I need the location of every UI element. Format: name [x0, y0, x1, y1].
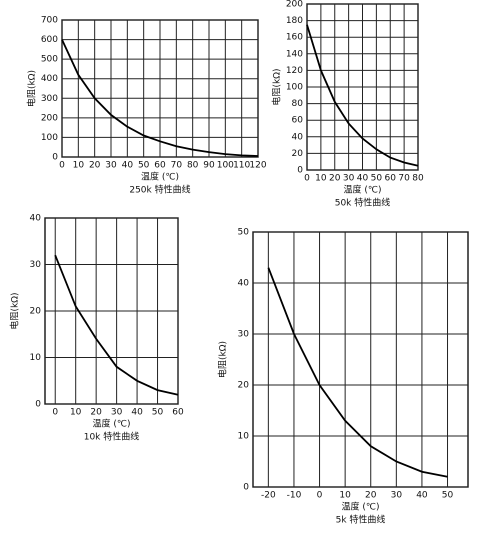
x-tick-label: 30 [105, 161, 117, 171]
chart-title: 10k 特性曲线 [84, 431, 140, 443]
y-tick-label: 60 [292, 116, 304, 126]
y-tick-label: 30 [238, 330, 250, 340]
x-tick-label: 50 [152, 408, 164, 418]
y-tick-label: 20 [238, 381, 250, 391]
x-tick-label: 40 [416, 491, 428, 501]
curve [61, 39, 259, 157]
x-tick-label: 60 [154, 161, 166, 171]
curve [267, 267, 448, 478]
y-tick-label: 200 [41, 113, 58, 123]
y-tick-label: 50 [238, 228, 250, 238]
x-tick-label: -10 [287, 491, 302, 501]
x-tick-label: 100 [217, 161, 234, 171]
y-axis-label: 电阻(kΩ) [9, 292, 21, 329]
x-tick-label: 0 [304, 174, 310, 184]
y-tick-label: 0 [52, 153, 58, 163]
x-tick-label: 10 [315, 174, 327, 184]
x-tick-label: 80 [187, 161, 199, 171]
x-tick-label: 20 [365, 491, 377, 501]
y-tick-label: 0 [297, 166, 303, 176]
x-tick-label: 60 [172, 408, 184, 418]
y-axis-label: 电阻(kΩ) [26, 70, 38, 107]
x-tick-label: 60 [385, 174, 397, 184]
y-tick-label: 120 [286, 66, 303, 76]
y-tick-label: 400 [41, 74, 58, 84]
chart-title: 250k 特性曲线 [129, 184, 190, 196]
x-axis-label: 温度 (℃) [342, 501, 380, 513]
curve [306, 24, 419, 167]
y-tick-label: 160 [286, 33, 303, 43]
y-tick-label: 140 [286, 49, 303, 59]
x-tick-label: 0 [52, 408, 58, 418]
y-tick-label: 40 [30, 214, 42, 224]
y-tick-label: 600 [41, 35, 58, 45]
x-tick-label: 50 [371, 174, 383, 184]
x-tick-label: 50 [138, 161, 150, 171]
y-axis-label: 电阻(kΩ) [217, 341, 229, 378]
chart-title: 5k 特性曲线 [336, 514, 386, 526]
x-axis-label: 温度 (℃) [93, 418, 131, 430]
x-tick-label: 80 [412, 174, 424, 184]
x-tick-label: 0 [59, 161, 65, 171]
x-tick-label: 30 [391, 491, 403, 501]
y-tick-label: 40 [238, 279, 250, 289]
y-tick-label: 700 [41, 16, 58, 26]
y-tick-label: 100 [41, 133, 58, 143]
y-tick-label: 80 [292, 99, 304, 109]
x-tick-label: 30 [343, 174, 355, 184]
plot-frame [252, 231, 469, 488]
y-tick-label: 500 [41, 55, 58, 65]
y-tick-label: 200 [286, 0, 303, 10]
x-tick-label: 10 [339, 491, 351, 501]
y-tick-label: 180 [286, 16, 303, 26]
x-tick-label: 50 [442, 491, 454, 501]
x-tick-label: 20 [89, 161, 101, 171]
x-tick-label: -20 [261, 491, 276, 501]
y-axis-label: 电阻(kΩ) [271, 68, 283, 105]
x-tick-label: 10 [70, 408, 82, 418]
x-tick-label: 110 [233, 161, 250, 171]
y-tick-label: 20 [292, 149, 304, 159]
x-tick-label: 40 [122, 161, 134, 171]
x-tick-label: 40 [131, 408, 143, 418]
x-tick-label: 40 [357, 174, 369, 184]
x-tick-label: 30 [111, 408, 123, 418]
y-tick-label: 30 [30, 260, 42, 270]
y-tick-label: 20 [30, 307, 42, 317]
y-tick-label: 0 [35, 400, 41, 410]
x-tick-label: 70 [171, 161, 183, 171]
x-tick-label: 10 [73, 161, 85, 171]
x-tick-label: 0 [317, 491, 323, 501]
x-axis-label: 温度 (℃) [344, 184, 382, 196]
y-tick-label: 100 [286, 83, 303, 93]
y-tick-label: 10 [238, 432, 250, 442]
x-axis-label: 温度 (℃) [141, 171, 179, 183]
y-tick-label: 10 [30, 353, 42, 363]
curve [54, 254, 179, 396]
chart-title: 50k 特性曲线 [335, 197, 391, 209]
y-tick-label: 40 [292, 132, 304, 142]
x-tick-label: 20 [329, 174, 341, 184]
x-tick-label: 120 [249, 161, 266, 171]
x-tick-label: 20 [90, 408, 102, 418]
x-tick-label: 70 [398, 174, 410, 184]
y-tick-label: 300 [41, 94, 58, 104]
x-tick-label: 90 [203, 161, 215, 171]
y-tick-label: 0 [243, 483, 249, 493]
